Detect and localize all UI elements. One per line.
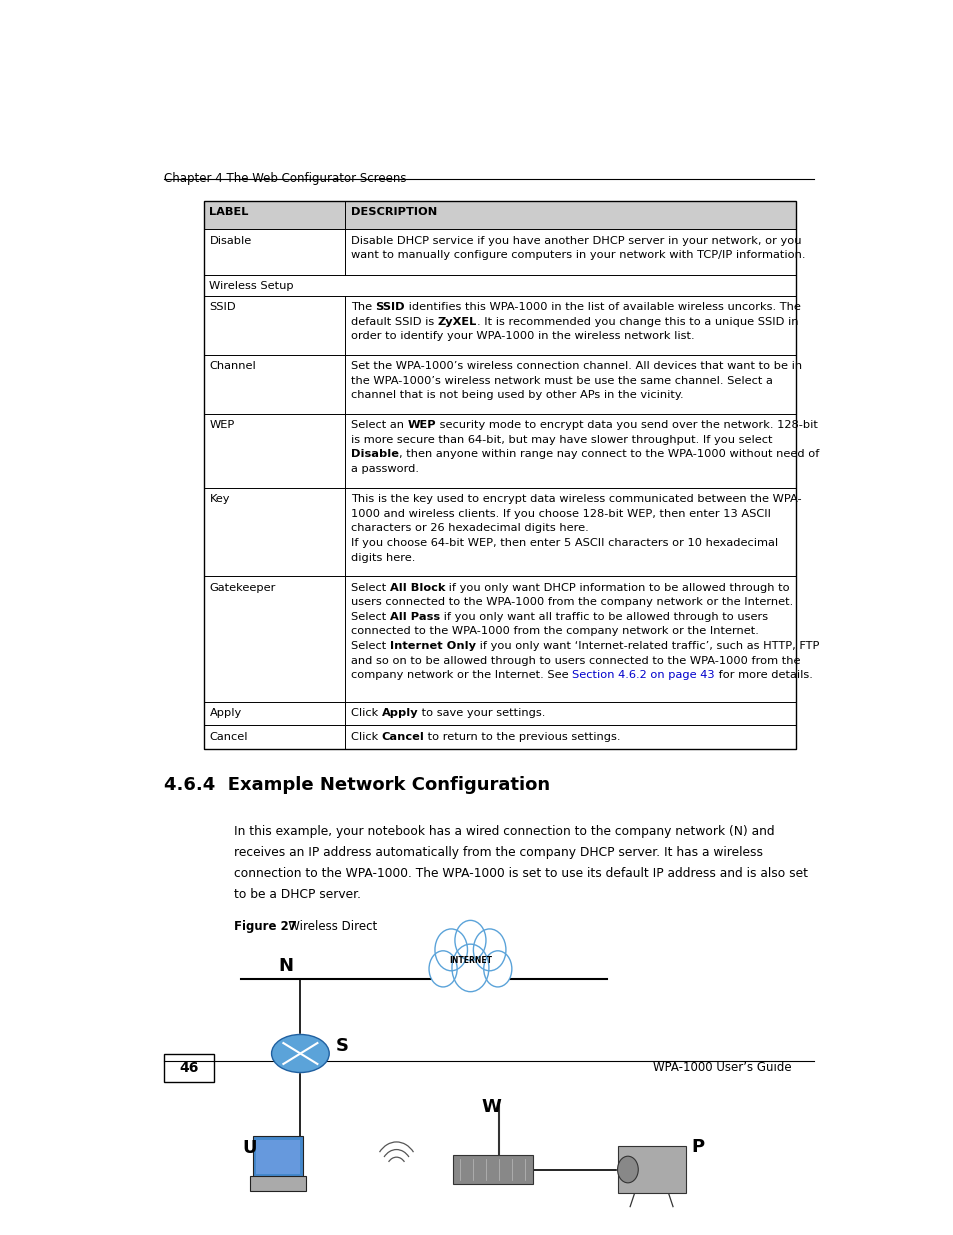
Text: Click: Click <box>351 709 381 719</box>
Text: characters or 26 hexadecimal digits here.: characters or 26 hexadecimal digits here… <box>351 524 588 534</box>
Text: S: S <box>335 1037 349 1055</box>
Ellipse shape <box>272 1035 329 1072</box>
Text: the WPA-1000’s wireless network must be use the same channel. Select a: the WPA-1000’s wireless network must be … <box>351 375 772 385</box>
Text: order to identify your WPA-1000 in the wireless network list.: order to identify your WPA-1000 in the w… <box>351 331 694 341</box>
Text: Select: Select <box>351 611 389 622</box>
Text: , then anyone within range nay connect to the WPA-1000 without need of: , then anyone within range nay connect t… <box>398 450 819 459</box>
Text: want to manually configure computers in your network with TCP/IP information.: want to manually configure computers in … <box>351 251 804 261</box>
Text: Select an: Select an <box>351 420 407 430</box>
Text: to save your settings.: to save your settings. <box>417 709 545 719</box>
Text: SSID: SSID <box>210 303 235 312</box>
Text: Cancel: Cancel <box>210 732 248 742</box>
Text: Disable DHCP service if you have another DHCP server in your network, or you: Disable DHCP service if you have another… <box>351 236 801 246</box>
Text: Wireless Setup: Wireless Setup <box>210 282 294 291</box>
Text: Cancel: Cancel <box>381 732 424 742</box>
Text: Set the WPA-1000’s wireless connection channel. All devices that want to be in: Set the WPA-1000’s wireless connection c… <box>351 361 801 372</box>
Text: W: W <box>481 1098 501 1116</box>
Text: Apply: Apply <box>381 709 417 719</box>
Text: Disable: Disable <box>210 236 252 246</box>
Text: WEP: WEP <box>407 420 436 430</box>
Text: Select: Select <box>351 641 389 651</box>
Bar <box>250 1176 306 1192</box>
Circle shape <box>617 1156 638 1183</box>
Circle shape <box>429 951 456 987</box>
Text: DESCRIPTION: DESCRIPTION <box>351 207 436 217</box>
Bar <box>617 1146 685 1193</box>
Text: Wireless Direct: Wireless Direct <box>276 920 376 934</box>
Text: default SSID is: default SSID is <box>351 317 437 327</box>
Text: The: The <box>351 303 375 312</box>
Text: Key: Key <box>210 494 230 504</box>
Text: identifies this WPA-1000 in the list of available wireless uncorks. The: identifies this WPA-1000 in the list of … <box>405 303 801 312</box>
Text: WPA-1000 User’s Guide: WPA-1000 User’s Guide <box>653 1061 791 1074</box>
Text: U: U <box>242 1139 257 1157</box>
Text: if you only want ‘Internet-related traffic’, such as HTTP, FTP: if you only want ‘Internet-related traff… <box>475 641 818 651</box>
Text: Click: Click <box>351 732 381 742</box>
Text: connection to the WPA-1000. The WPA-1000 is set to use its default IP address an: connection to the WPA-1000. The WPA-1000… <box>233 867 807 881</box>
Text: All Pass: All Pass <box>389 611 439 622</box>
Text: channel that is not being used by other APs in the vicinity.: channel that is not being used by other … <box>351 390 682 400</box>
Text: company network or the Internet. See: company network or the Internet. See <box>351 671 571 680</box>
Text: security mode to encrypt data you send over the network. 128-bit: security mode to encrypt data you send o… <box>436 420 817 430</box>
Text: Disable: Disable <box>351 450 398 459</box>
Text: This is the key used to encrypt data wireless communicated between the WPA-: This is the key used to encrypt data wir… <box>351 494 801 504</box>
Bar <box>253 1136 303 1178</box>
Text: Apply: Apply <box>210 709 241 719</box>
Text: Channel: Channel <box>210 361 256 372</box>
Text: for more details.: for more details. <box>714 671 812 680</box>
Text: Chapter 4 The Web Configurator Screens: Chapter 4 The Web Configurator Screens <box>164 172 406 185</box>
Text: digits here.: digits here. <box>351 552 415 563</box>
Text: 1000 and wireless clients. If you choose 128-bit WEP, then enter 13 ASCII: 1000 and wireless clients. If you choose… <box>351 509 770 519</box>
Text: if you only want all traffic to be allowed through to users: if you only want all traffic to be allow… <box>439 611 767 622</box>
Text: a password.: a password. <box>351 464 418 474</box>
Text: 46: 46 <box>179 1061 198 1074</box>
Text: If you choose 64-bit WEP, then enter 5 ASCII characters or 10 hexadecimal: If you choose 64-bit WEP, then enter 5 A… <box>351 538 777 548</box>
Text: In this example, your notebook has a wired connection to the company network (N): In this example, your notebook has a wir… <box>233 825 774 839</box>
Text: users connected to the WPA-1000 from the company network or the Internet.: users connected to the WPA-1000 from the… <box>351 598 792 608</box>
Text: ZyXEL: ZyXEL <box>437 317 476 327</box>
Bar <box>204 200 795 228</box>
Circle shape <box>452 944 488 992</box>
Text: connected to the WPA-1000 from the company network or the Internet.: connected to the WPA-1000 from the compa… <box>351 626 758 636</box>
Bar <box>255 1140 300 1174</box>
Text: . It is recommended you change this to a unique SSID in: . It is recommended you change this to a… <box>476 317 798 327</box>
Text: LABEL: LABEL <box>210 207 249 217</box>
Circle shape <box>473 929 505 971</box>
Text: to return to the previous settings.: to return to the previous settings. <box>424 732 620 742</box>
Text: N: N <box>278 957 293 974</box>
Text: and so on to be allowed through to users connected to the WPA-1000 from the: and so on to be allowed through to users… <box>351 656 800 666</box>
Text: 4.6.4  Example Network Configuration: 4.6.4 Example Network Configuration <box>164 776 549 794</box>
Text: if you only want DHCP information to be allowed through to: if you only want DHCP information to be … <box>445 583 789 593</box>
Text: Gatekeeper: Gatekeeper <box>210 583 275 593</box>
Text: Section 4.6.2 on page 43: Section 4.6.2 on page 43 <box>571 671 714 680</box>
Text: is more secure than 64-bit, but may have slower throughput. If you select: is more secure than 64-bit, but may have… <box>351 435 771 445</box>
Bar <box>204 200 795 750</box>
Bar <box>164 1053 213 1082</box>
Text: Internet Only: Internet Only <box>389 641 475 651</box>
Text: INTERNET: INTERNET <box>449 956 492 965</box>
Text: SSID: SSID <box>375 303 405 312</box>
Text: All Block: All Block <box>389 583 445 593</box>
Text: WEP: WEP <box>210 420 234 430</box>
Circle shape <box>435 929 467 971</box>
Circle shape <box>455 920 485 961</box>
Bar <box>453 1155 532 1184</box>
Circle shape <box>483 951 512 987</box>
Text: to be a DHCP server.: to be a DHCP server. <box>233 888 360 902</box>
Text: Figure 27: Figure 27 <box>233 920 296 934</box>
Text: Select: Select <box>351 583 389 593</box>
Text: receives an IP address automatically from the company DHCP server. It has a wire: receives an IP address automatically fro… <box>233 846 762 860</box>
Text: P: P <box>691 1139 704 1156</box>
